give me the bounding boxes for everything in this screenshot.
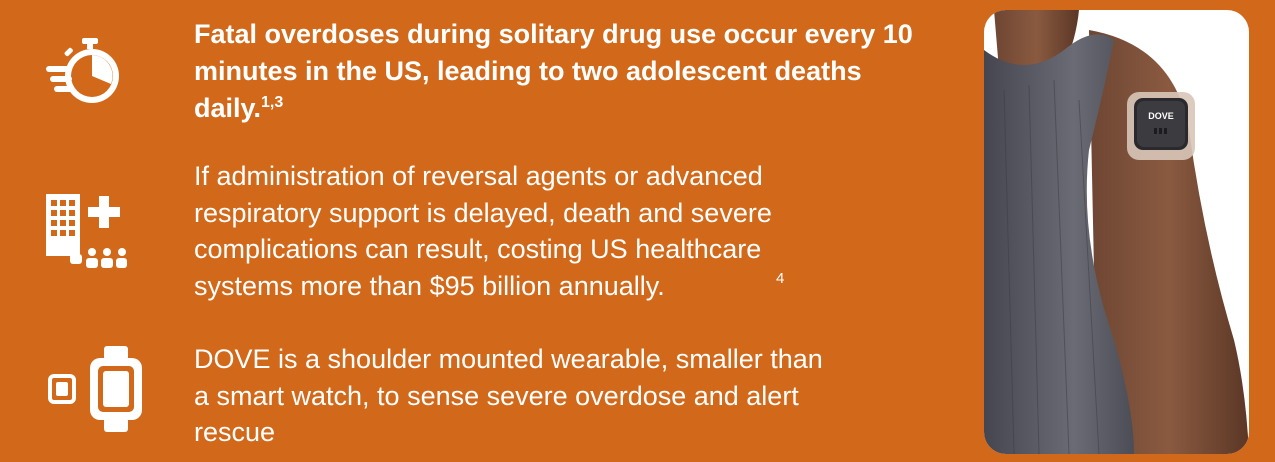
point-3-text: DOVE is a shoulder mounted wearable, sma… [194, 344, 823, 447]
device-photo: DOVE [984, 10, 1249, 454]
point-2-reference: 4 [776, 270, 785, 287]
point-2-text: If administration of reversal agents or … [194, 161, 772, 301]
point-1-text: Fatal overdoses during solitary drug use… [194, 19, 913, 123]
stopwatch-icon [44, 38, 124, 108]
hospital-icon [44, 190, 128, 274]
point-1-reference: 1,3 [261, 94, 284, 111]
device-label: DOVE [1148, 111, 1174, 121]
smartwatch-icon [44, 344, 144, 436]
